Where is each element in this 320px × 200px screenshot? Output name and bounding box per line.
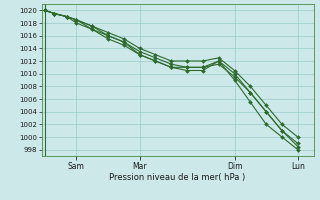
X-axis label: Pression niveau de la mer( hPa ): Pression niveau de la mer( hPa ) — [109, 173, 246, 182]
